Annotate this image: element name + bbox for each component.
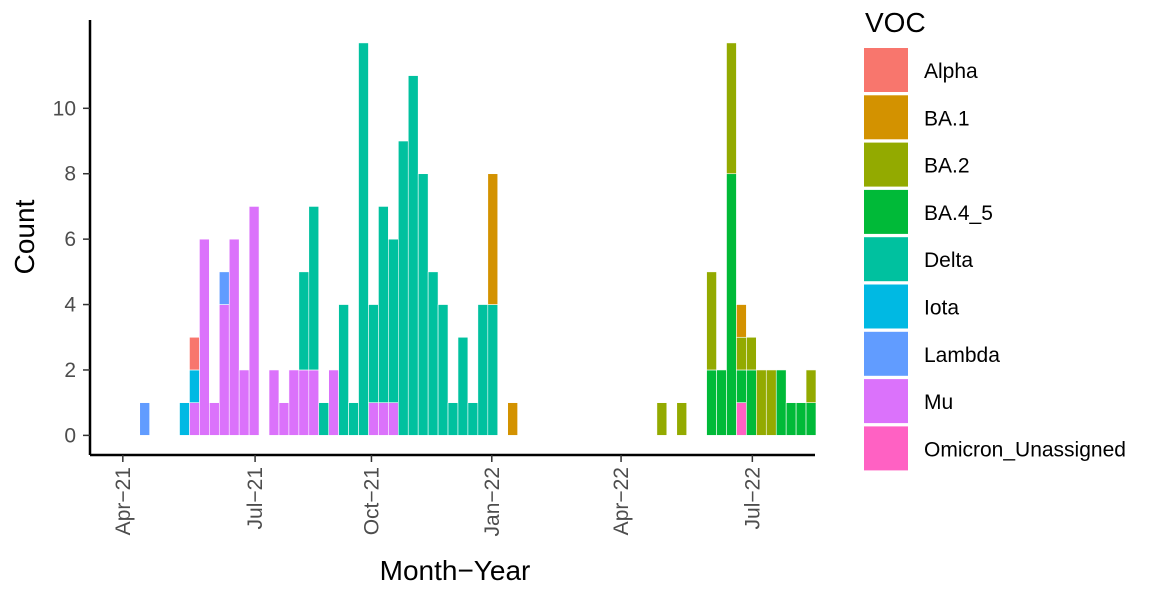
bar [228,238,240,436]
bar [467,402,479,436]
y-tick-label: 4 [64,294,76,317]
bar [676,402,688,436]
bar [507,402,518,436]
bar [457,336,469,436]
x-tick-label: Oct−21 [360,467,383,535]
legend-key [864,189,908,234]
legend-key [864,379,908,424]
bar [746,369,757,436]
bar [308,206,320,371]
bar [338,304,349,436]
bar [746,336,757,371]
y-tick-label: 10 [53,97,76,120]
bar [388,238,399,403]
bar [726,173,737,436]
legend-title: VOC [865,7,926,38]
bar [209,402,220,436]
bar [318,402,329,436]
bar [278,402,290,436]
bar [447,402,459,436]
x-axis-title: Month−Year [380,555,531,586]
bar [358,42,369,436]
legend-label: BA.4_5 [924,202,993,225]
x-tick-label: Apr−22 [610,467,633,535]
legend-key [864,237,908,282]
bar [427,271,439,436]
legend-key [864,284,908,329]
bar [189,402,200,436]
bar [417,173,429,436]
bar [298,271,310,371]
bar [288,369,300,436]
legend-label: BA.2 [924,155,970,178]
bar [388,402,399,436]
bar [397,140,409,436]
legend-key [864,142,908,187]
legend-label: Delta [924,249,973,272]
legend-key [864,48,908,92]
bar [189,336,200,371]
bar [218,271,230,305]
bar [736,402,747,436]
y-tick-label: 0 [64,424,76,447]
bar [706,271,717,371]
bar [378,402,389,436]
bar [756,369,767,436]
bar [775,369,787,436]
legend-key [864,95,908,140]
bar [268,369,280,436]
legend-key [864,426,908,471]
bar [308,369,320,436]
bar [805,402,817,436]
legend-label: Lambda [924,344,1000,367]
y-tick-label: 8 [64,163,76,186]
bar [706,369,717,436]
bar [179,402,190,436]
bar [736,336,747,371]
bar [189,369,200,403]
y-axis-title: Count [9,199,40,274]
legend-label: Iota [924,297,959,320]
x-tick-label: Jan−22 [481,467,504,536]
bar [298,369,310,436]
legend-label: Alpha [924,60,978,83]
bar [487,173,499,305]
legend-label: Mu [924,391,953,414]
bar [218,304,230,436]
bar [656,402,668,436]
legend-label: BA.1 [924,107,970,130]
bar [368,304,379,403]
bar [407,75,419,436]
bar [716,369,727,436]
legend-key [864,331,908,376]
bar [199,238,210,436]
bar [736,369,747,403]
y-tick-label: 6 [64,228,76,251]
bar [238,369,250,436]
bar [139,402,150,436]
bar [348,402,359,436]
bar [726,42,737,175]
bar [785,402,797,436]
y-tick-label: 2 [64,359,76,382]
bar [765,369,777,436]
bar [328,369,339,436]
bar [795,402,807,436]
bar [248,206,260,436]
x-tick-label: Apr−21 [112,467,135,535]
bar [437,304,449,436]
bar [378,206,389,403]
x-tick-label: Jul−22 [741,467,764,529]
legend-label: Omicron_Unassigned [924,438,1126,461]
bar [477,304,489,436]
x-tick-label: Jul−21 [244,467,267,529]
bar [805,369,817,403]
bar [368,402,379,436]
bar [487,304,499,436]
bar [736,304,747,338]
